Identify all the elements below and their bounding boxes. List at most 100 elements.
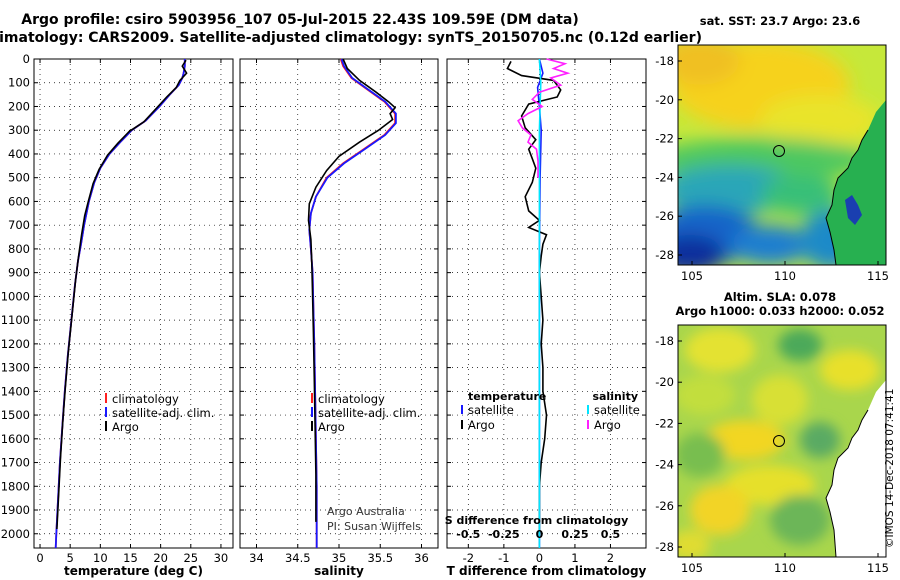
sla-map-frame <box>677 324 887 558</box>
difference-grid <box>447 58 646 548</box>
legend-argo: Argo <box>318 420 345 434</box>
sst-map-title: sat. SST: 23.7 Argo: 23.6 <box>700 14 860 28</box>
x-tick-label: 15 <box>123 551 138 565</box>
map-x-tick-label: 115 <box>867 561 889 575</box>
x-tick-label: 30 <box>214 551 229 565</box>
y-tick-label: 1800 <box>1 479 30 493</box>
map-x-tick-label: 110 <box>774 269 796 283</box>
x2-tick-label: 0.5 <box>601 528 621 541</box>
y-tick-label: 1000 <box>1 289 30 303</box>
map-y-tick-label: -20 <box>655 93 674 107</box>
temperature-frame <box>33 58 234 549</box>
map-y-tick-label: -26 <box>655 499 674 513</box>
x2-tick-label: -0.5 <box>456 528 480 541</box>
legend-salinity-satellite: satellite <box>594 403 640 417</box>
difference-xlabel: T difference from climatology <box>447 564 647 578</box>
sla-map: -18 -20 -22 -24 -26 -28 105 110 115 <box>655 324 889 575</box>
y-tick-label: 400 <box>8 147 30 161</box>
x-tick-label: 20 <box>153 551 168 565</box>
series-salinity-argo <box>517 58 571 178</box>
x2-tick-label: -0.25 <box>488 528 520 541</box>
x-tick-label: 35 <box>332 551 347 565</box>
legend-satellite-adj--clim-: satellite-adj. clim. <box>112 406 214 420</box>
x-tick-label: 2 <box>607 551 614 565</box>
legend-temperature-title: temperature <box>468 390 546 403</box>
series-satellite-adj--clim- <box>308 58 397 548</box>
series-climatology <box>54 59 186 549</box>
series-argo <box>307 58 397 522</box>
y-tick-label: 500 <box>8 171 30 185</box>
temperature-xlabel: temperature (deg C) <box>64 564 203 578</box>
y-tick-label: 1300 <box>1 361 30 375</box>
credit-line-1: Argo Australia <box>327 505 405 518</box>
x-tick-label: 0 <box>536 551 543 565</box>
map-y-tick-label: -24 <box>655 458 674 472</box>
map-x-tick-label: 115 <box>867 269 889 283</box>
y-tick-label: 600 <box>8 194 30 208</box>
credit-line-2: PI: Susan Wijffels <box>327 520 421 533</box>
y-tick-label: 100 <box>8 76 30 90</box>
map-y-tick-label: -18 <box>655 334 674 348</box>
map-x-tick-label: 105 <box>681 269 703 283</box>
map-y-tick-label: -20 <box>655 375 674 389</box>
y-tick-label: 200 <box>8 99 30 113</box>
header-line-1: Argo profile: csiro 5903956_107 05-Jul-2… <box>21 12 579 28</box>
series-satellite-adj--clim- <box>54 59 186 549</box>
x-tick-label: -1 <box>498 551 509 565</box>
y-tick-label: 1400 <box>1 384 30 398</box>
argo-position-marker <box>773 145 785 157</box>
sla-map-title-1: Altim. SLA: 0.078 <box>724 290 836 304</box>
y-tick-label: 2000 <box>1 527 30 541</box>
legend-temperature-argo: Argo <box>468 418 495 432</box>
x2-tick-label: 0.25 <box>561 528 588 541</box>
series-argo <box>56 59 188 530</box>
y-tick-label: 1500 <box>1 408 30 422</box>
sst-map: -18 -20 -22 -24 -26 -28 105 110 115 <box>655 44 889 283</box>
argo-position-marker-sla <box>773 435 785 447</box>
y-tick-label: 1200 <box>1 337 30 351</box>
x-tick-label: 35.5 <box>367 551 393 565</box>
x-tick-label: 5 <box>67 551 74 565</box>
salinity-grid <box>240 58 438 548</box>
y-tick-label: 1700 <box>1 456 30 470</box>
legend-salinity-argo: Argo <box>594 418 621 432</box>
y-tick-label: 1900 <box>1 503 30 517</box>
difference-xlabel2: S difference from climatology <box>445 514 629 527</box>
x-tick-label: 34.5 <box>285 551 311 565</box>
x-tick-label: -2 <box>463 551 474 565</box>
difference-panel: -2 -1 0 1 2T difference from climatology S di… <box>445 58 647 578</box>
map-y-tick-label: -28 <box>655 540 674 554</box>
y-tick-label: 800 <box>8 242 30 256</box>
header-line-2: Climatology: CARS2009. Satellite-adjuste… <box>0 30 702 46</box>
difference-frame <box>446 58 647 549</box>
map-y-tick-label: -26 <box>655 209 674 223</box>
map-y-tick-label: -22 <box>655 132 674 146</box>
x-tick-label: 10 <box>93 551 108 565</box>
map-y-tick-label: -28 <box>655 248 674 262</box>
map-y-tick-label: -24 <box>655 170 674 184</box>
y-tick-label: 700 <box>8 218 30 232</box>
map-x-tick-label: 105 <box>681 561 703 575</box>
temperature-grid <box>34 58 233 548</box>
map-y-tick-label: -22 <box>655 416 674 430</box>
x-tick-label: 36 <box>414 551 429 565</box>
y-tick-label: 0 <box>23 52 30 66</box>
y-tick-label: 1100 <box>1 313 30 327</box>
legend-satellite-adj--clim-: satellite-adj. clim. <box>318 406 420 420</box>
series-salinity-satellite <box>538 58 542 548</box>
series-temperature-argo <box>506 61 562 534</box>
salinity-xlabel: salinity <box>314 564 364 578</box>
temperature-panel: 0100200300400500600700800900100011001200… <box>1 52 234 578</box>
legend-temperature-satellite: satellite <box>468 403 514 417</box>
x-tick-label: 0 <box>36 551 43 565</box>
map-y-tick-label: -18 <box>655 54 674 68</box>
y-tick-label: 300 <box>8 123 30 137</box>
legend-salinity-title: salinity <box>592 390 638 403</box>
sst-map-frame <box>677 44 887 266</box>
y-tick-label: 1600 <box>1 432 30 446</box>
sla-map-title-2: Argo h1000: 0.033 h2000: 0.052 <box>675 304 884 318</box>
series-climatology <box>308 58 397 548</box>
x-tick-label: 34 <box>249 551 264 565</box>
legend-argo: Argo <box>112 420 139 434</box>
x-tick-label: 25 <box>183 551 198 565</box>
